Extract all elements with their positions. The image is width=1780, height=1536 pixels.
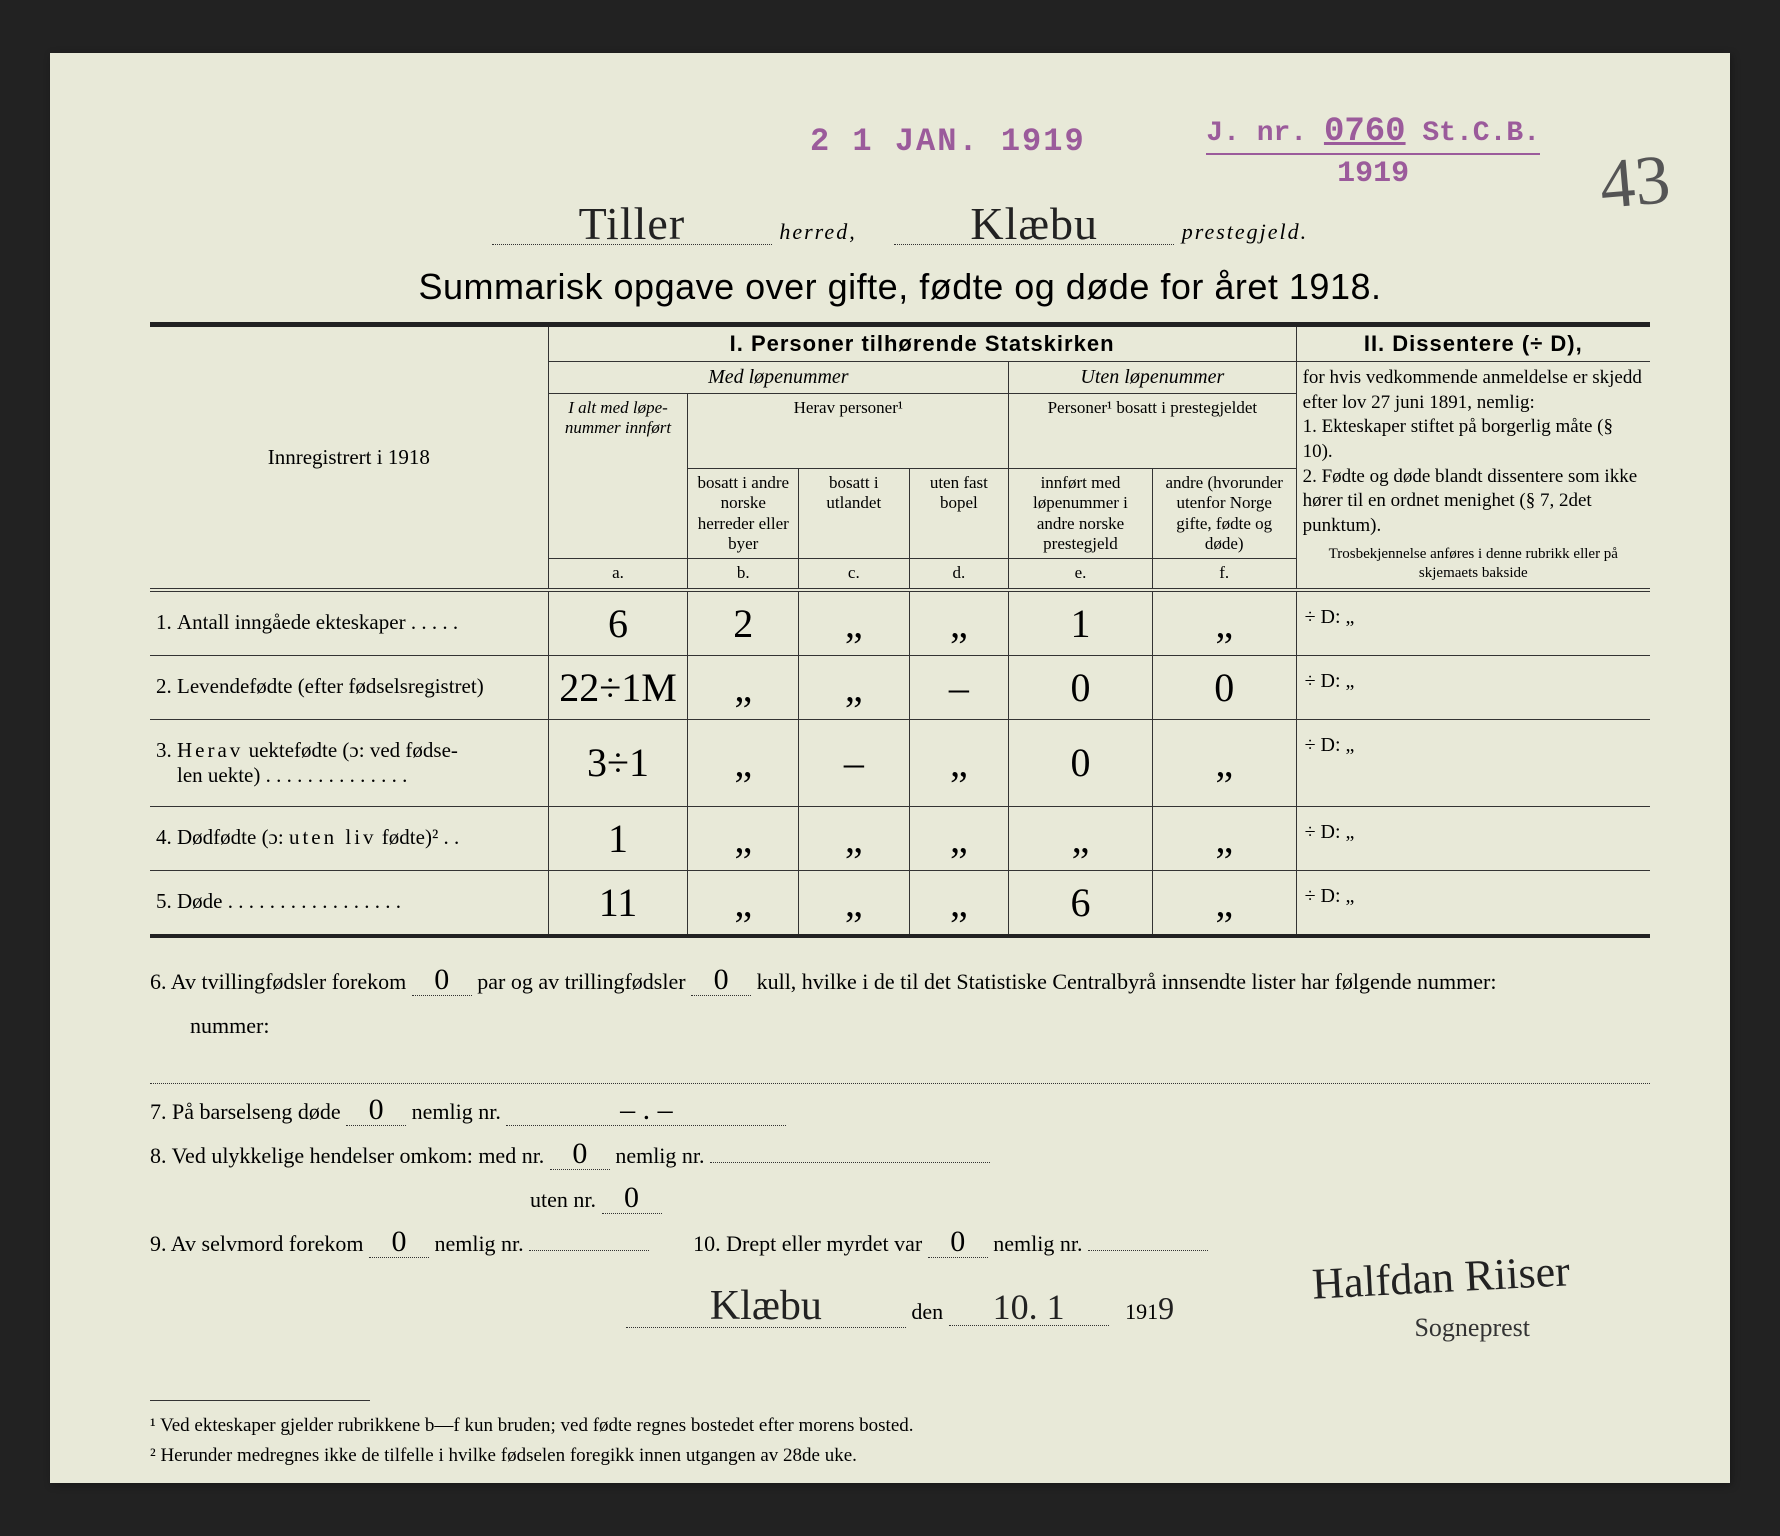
page-number: 43 (1597, 140, 1674, 226)
jnr-prefix: J. nr. (1206, 118, 1307, 149)
journal-number-stamp: J. nr. 0760 St.C.B. 1919 (1206, 113, 1540, 191)
jnr-year: 1919 (1206, 153, 1540, 191)
footnote-2: ² Herunder medregnes ikke de tilfelle i … (150, 1441, 1650, 1471)
footnote-1: ¹ Ved ekteskaper gjelder rubrikkene b—f … (150, 1411, 1650, 1441)
herred-label: herred, (779, 219, 856, 244)
footnotes: ¹ Ved ekteskaper gjelder rubrikkene b—f … (150, 1411, 1650, 1472)
prestegjeld-value: Klæbu (894, 203, 1174, 245)
q7: 7. På barselseng døde 0 nemlig nr. – . – (150, 1090, 1650, 1134)
q8: 8. Ved ulykkelige hendelser omkom: med n… (150, 1134, 1650, 1178)
table-row: 4. Dødfødte (ɔ: uten liv fødte)² . . 1 „… (150, 806, 1650, 870)
uten-header: Uten løpenummer (1009, 362, 1296, 394)
section1-header: I. Personer tilhørende Statskirken (548, 327, 1296, 362)
table-row: 2. Levendefødte (efter fødselsregistret)… (150, 655, 1650, 719)
pers-uten-header: Personer¹ bosatt i prestegjeldet (1009, 394, 1296, 469)
date-stamp: 2 1 JAN. 1919 (810, 123, 1086, 160)
table-row: 3. Herav Herav uektefødte (ɔ: ved fødsel… (150, 719, 1650, 806)
q8b: uten nr. 0 (150, 1178, 1650, 1222)
table-row: 5. Døde . . . . . . . . . . . . . . . . … (150, 870, 1650, 936)
jnr-suffix: St.C.B. (1422, 118, 1540, 149)
prestegjeld-label: prestegjeld. (1182, 219, 1308, 244)
herred-value: Tiller (492, 203, 772, 245)
signature-title: Sogneprest (1414, 1313, 1530, 1343)
col-c-letter: c. (799, 559, 910, 590)
section2-body: for hvis vedkommende anmeldelse er skjed… (1296, 362, 1650, 590)
col-e-letter: e. (1009, 559, 1153, 590)
col-d-letter: d. (909, 559, 1009, 590)
col-e-header: innført med løpenummer i andre norske pr… (1009, 468, 1153, 559)
col-a-header: I alt med løpe-nummer innført (548, 394, 688, 559)
table-row: 1. Antall inngåede ekteskaper . . . . . … (150, 590, 1650, 656)
jnr-number: 0760 (1324, 113, 1406, 151)
herav-header: Herav personer¹ (688, 394, 1009, 469)
col-f-letter: f. (1152, 559, 1296, 590)
col-a-letter: a. (548, 559, 688, 590)
q6: 6. Av tvillingfødsler forekom 0 par og a… (150, 960, 1650, 1004)
col-b-letter: b. (688, 559, 799, 590)
document-title: Summarisk opgave over gifte, fødte og dø… (150, 266, 1650, 308)
col-d-header: uten fast bopel (909, 468, 1009, 559)
footnote-rule (150, 1400, 370, 1401)
innreg-header: Innregistrert i 1918 (150, 327, 548, 590)
section2-header: II. Dissentere (÷ D), (1296, 327, 1650, 362)
main-table: Innregistrert i 1918 I. Personer tilhøre… (150, 327, 1650, 938)
blank-line (150, 1054, 1650, 1084)
document-paper: 2 1 JAN. 1919 J. nr. 0760 St.C.B. 1919 4… (50, 53, 1730, 1483)
header-line: Tiller herred, Klæbu prestegjeld. (150, 203, 1650, 246)
med-header: Med løpenummer (548, 362, 1009, 394)
col-c-header: bosatt i utlandet (799, 468, 910, 559)
col-b-header: bosatt i andre norske herreder eller bye… (688, 468, 799, 559)
col-f-header: andre (hvorunder utenfor Norge gifte, fø… (1152, 468, 1296, 559)
